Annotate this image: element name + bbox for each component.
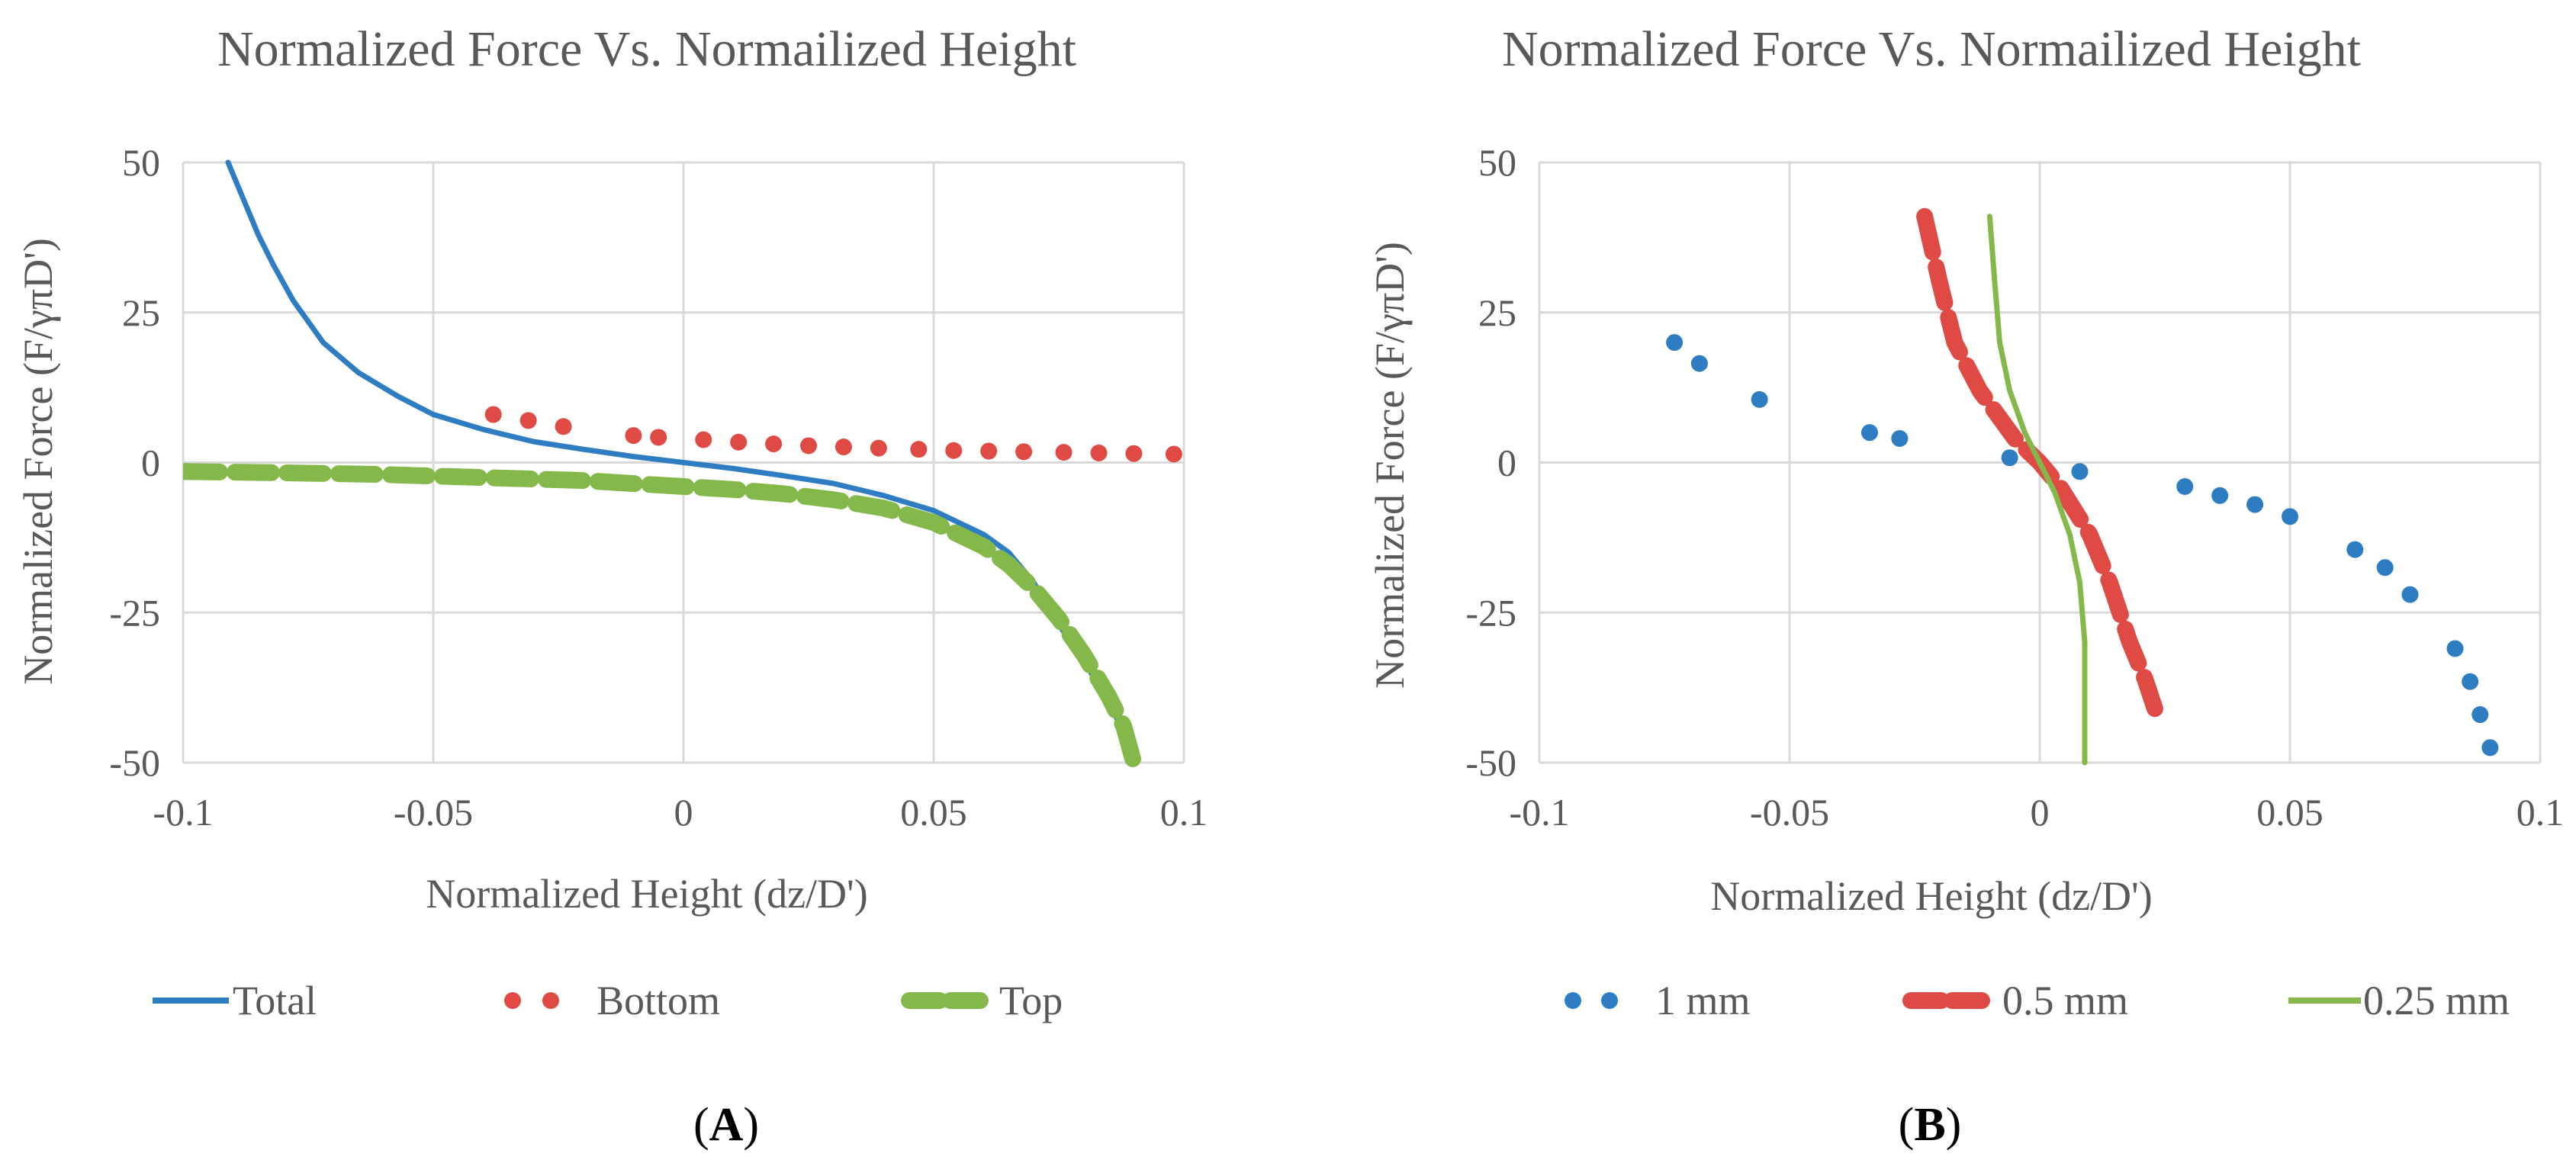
- panel-a-letter: A: [709, 1099, 744, 1151]
- legend-swatch-bottom-dot-1: [504, 992, 521, 1009]
- chart-a-point-bottom-15: [1055, 444, 1073, 461]
- chart-b-title: Normalized Force Vs. Normailized Height: [1502, 21, 2361, 77]
- chart-b-y-tick-3: -25: [1465, 591, 1516, 634]
- chart-a-point-bottom-6: [730, 433, 748, 451]
- chart-a-x-tick-4: 0.1: [1160, 791, 1208, 834]
- legend-swatch-1mm-dot-2: [1601, 992, 1618, 1009]
- chart-a-point-bottom-7: [765, 435, 783, 453]
- chart-b-x-tick-1: -0.05: [1750, 791, 1829, 834]
- chart-a-title: Normalized Force Vs. Normailized Height: [217, 21, 1076, 77]
- chart-a-y-tick-0: 50: [122, 141, 160, 184]
- legend-label-1mm: 1 mm: [1655, 978, 1751, 1023]
- chart-b-point-1-mm-4: [1891, 430, 1909, 448]
- chart-a-point-bottom-13: [980, 442, 998, 460]
- chart-panel-a: Normalized Force Vs. Normailized Height …: [15, 21, 1208, 1151]
- chart-b-line-0-25-mm: [1986, 214, 2088, 766]
- chart-a-point-bottom-4: [650, 429, 667, 446]
- chart-a-x-tick-1: -0.05: [394, 791, 473, 834]
- chart-a-point-bottom-2: [555, 418, 572, 435]
- chart-b-x-tick-3: 0.05: [2256, 791, 2324, 834]
- chart-a-y-tick-2: 0: [141, 442, 160, 484]
- chart-b-point-1-mm-16: [2471, 706, 2489, 724]
- chart-b-y-tick-0: 50: [1478, 141, 1516, 184]
- chart-a-point-bottom-0: [484, 406, 502, 423]
- chart-a-y-axis-label: Normalized Force (F/γπD'): [15, 238, 61, 685]
- chart-a-legend: Total Bottom Top: [153, 978, 1063, 1023]
- legend-swatch-1mm-dot-1: [1565, 992, 1581, 1009]
- chart-a-point-bottom-18: [1165, 445, 1182, 463]
- chart-b-point-1-mm-5: [2001, 449, 2018, 467]
- legend-label-top: Top: [999, 978, 1063, 1023]
- legend-item-0-25mm: 0.25 mm: [2288, 978, 2510, 1023]
- chart-b-y-tick-1: 25: [1478, 291, 1516, 334]
- chart-a-y-tick-4: -50: [109, 741, 160, 784]
- chart-b-x-tick-0: -0.1: [1509, 791, 1569, 834]
- chart-a-y-tick-3: -25: [109, 591, 160, 634]
- chart-a-point-bottom-1: [519, 412, 537, 429]
- chart-a-x-tick-0: -0.1: [153, 791, 213, 834]
- chart-a-point-bottom-11: [910, 441, 928, 458]
- chart-a-point-bottom-9: [835, 439, 852, 456]
- chart-a-x-tick-3: 0.05: [900, 791, 967, 834]
- chart-b-point-1-mm-10: [2282, 508, 2298, 525]
- legend-label-0-25mm: 0.25 mm: [2363, 978, 2510, 1023]
- chart-b-point-1-mm-14: [2446, 640, 2464, 657]
- chart-b-x-tick-4: 0.1: [2517, 791, 2565, 834]
- legend-item-total: Total: [153, 978, 317, 1023]
- chart-b-point-1-mm-0: [1666, 334, 1684, 352]
- legend-label-bottom: Bottom: [597, 978, 720, 1023]
- chart-a-point-bottom-12: [945, 442, 963, 459]
- panel-a-label: (A): [693, 1099, 759, 1151]
- chart-a-point-bottom-3: [625, 427, 642, 445]
- chart-b-point-1-mm-8: [2211, 487, 2229, 504]
- chart-a-y-tick-1: 25: [122, 291, 160, 334]
- chart-a-series-layer: [183, 159, 1182, 771]
- chart-a-plot-area: -0.1 -0.05 0 0.05 0.1 50 25 0 -25 -50: [109, 141, 1208, 834]
- chart-b-legend: 1 mm 0.5 mm 0.25 mm: [1565, 978, 2510, 1023]
- chart-a-x-tick-2: 0: [674, 791, 693, 834]
- legend-item-bottom: Bottom: [504, 978, 720, 1023]
- legend-label-0-5mm: 0.5 mm: [2002, 978, 2128, 1023]
- chart-b-y-tick-4: -50: [1465, 741, 1516, 784]
- chart-a-x-axis-label: Normalized Height (dz/D'): [426, 871, 868, 917]
- chart-b-point-1-mm-2: [1751, 390, 1768, 408]
- legend-item-1mm: 1 mm: [1565, 978, 1751, 1023]
- chart-a-point-bottom-10: [870, 439, 887, 457]
- chart-b-point-1-mm-9: [2246, 496, 2264, 513]
- chart-a-line-top: [183, 463, 1143, 771]
- chart-b-series-layer: [1666, 207, 2499, 766]
- chart-b-point-1-mm-13: [2401, 586, 2419, 603]
- chart-b-line-0-5-mm: [1916, 207, 2163, 718]
- chart-b-plot-area: -0.1 -0.05 0 0.05 0.1 50 25 0 -25 -50: [1465, 141, 2564, 834]
- legend-item-top: Top: [901, 978, 1063, 1023]
- panel-b-letter: B: [1914, 1099, 1945, 1151]
- chart-b-point-1-mm-3: [1860, 424, 1878, 442]
- chart-a-point-bottom-17: [1125, 445, 1143, 462]
- chart-b-y-axis-label: Normalized Force (F/γπD'): [1367, 242, 1413, 689]
- chart-b-point-1-mm-15: [2462, 673, 2479, 690]
- chart-b-point-1-mm-11: [2346, 541, 2364, 558]
- legend-item-0-5mm: 0.5 mm: [1902, 978, 2128, 1023]
- chart-b-x-axis-label: Normalized Height (dz/D'): [1710, 873, 2153, 919]
- chart-b-point-1-mm-17: [2481, 739, 2499, 757]
- panel-b-label: (B): [1899, 1099, 1962, 1151]
- chart-b-x-tick-2: 0: [2031, 791, 2050, 834]
- legend-label-total: Total: [233, 978, 317, 1023]
- chart-panel-b: Normalized Force Vs. Normailized Height …: [1367, 21, 2564, 1151]
- chart-b-point-1-mm-12: [2376, 559, 2394, 577]
- chart-b-point-1-mm-7: [2176, 477, 2194, 495]
- chart-b-point-1-mm-1: [1690, 355, 1708, 372]
- chart-a-point-bottom-5: [695, 431, 712, 448]
- chart-a-point-bottom-14: [1015, 443, 1033, 461]
- legend-swatch-bottom-dot-2: [542, 992, 559, 1009]
- chart-a-point-bottom-16: [1090, 444, 1108, 461]
- chart-a-point-bottom-8: [800, 437, 817, 455]
- chart-b-y-tick-2: 0: [1497, 442, 1516, 484]
- chart-b-point-1-mm-6: [2071, 463, 2089, 480]
